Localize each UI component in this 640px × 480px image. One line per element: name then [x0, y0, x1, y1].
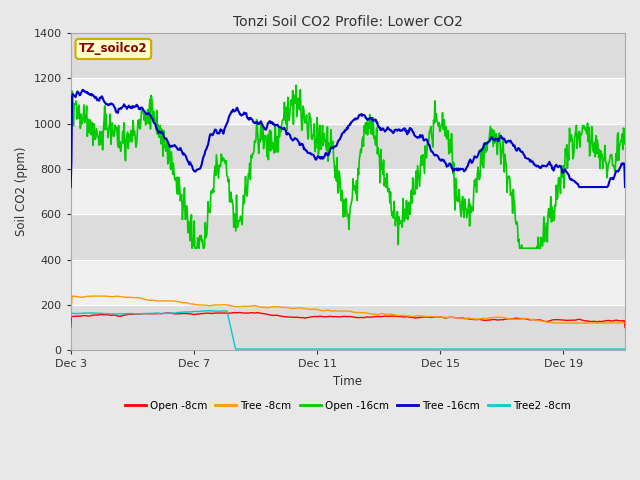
Tree -8cm	[404, 313, 412, 319]
Tree -8cm	[545, 320, 552, 325]
Open -8cm	[545, 318, 552, 324]
Tree2 -8cm	[489, 346, 497, 352]
Open -8cm	[488, 317, 495, 323]
Bar	[70, 260, 625, 305]
Line: Open -8cm: Open -8cm	[70, 312, 625, 327]
Open -8cm	[67, 324, 74, 330]
Open -8cm	[236, 310, 244, 315]
Tree2 -8cm	[101, 311, 109, 317]
Open -16cm	[404, 200, 412, 205]
Tree2 -8cm	[404, 346, 412, 352]
Tree -16cm	[67, 184, 74, 190]
Tree -8cm	[621, 320, 629, 326]
Bar	[70, 33, 625, 78]
Line: Open -16cm: Open -16cm	[70, 85, 625, 248]
Open -16cm	[545, 212, 553, 218]
Tree -8cm	[67, 315, 74, 321]
Tree2 -8cm	[621, 346, 629, 352]
Bar	[70, 123, 625, 169]
Tree2 -8cm	[545, 346, 553, 352]
Tree2 -8cm	[421, 346, 429, 352]
Tree -16cm	[102, 100, 109, 106]
Tree2 -8cm	[206, 308, 214, 313]
Open -16cm	[188, 245, 196, 251]
Tree -8cm	[550, 320, 557, 326]
Tree2 -8cm	[67, 311, 74, 316]
Tree -8cm	[488, 315, 495, 321]
X-axis label: Time: Time	[333, 375, 362, 388]
Tree -8cm	[390, 312, 397, 317]
Open -16cm	[390, 199, 398, 204]
Open -8cm	[621, 324, 629, 330]
Bar	[70, 214, 625, 260]
Tree -16cm	[420, 137, 428, 143]
Line: Tree -16cm: Tree -16cm	[70, 90, 625, 187]
Bar	[70, 305, 625, 350]
Open -16cm	[489, 135, 497, 141]
Tree -8cm	[102, 293, 109, 299]
Tree -8cm	[89, 293, 97, 299]
Tree -16cm	[488, 134, 495, 140]
Open -16cm	[421, 143, 429, 149]
Open -8cm	[420, 314, 428, 320]
Tree -16cm	[404, 128, 412, 134]
Open -16cm	[292, 82, 300, 88]
Legend: Open -8cm, Tree -8cm, Open -16cm, Tree -16cm, Tree2 -8cm: Open -8cm, Tree -8cm, Open -16cm, Tree -…	[120, 396, 575, 415]
Open -16cm	[67, 102, 74, 108]
Title: Tonzi Soil CO2 Profile: Lower CO2: Tonzi Soil CO2 Profile: Lower CO2	[233, 15, 463, 29]
Open -8cm	[404, 314, 412, 320]
Tree2 -8cm	[390, 346, 398, 352]
Tree -16cm	[621, 184, 629, 190]
Open -16cm	[621, 135, 629, 141]
Open -8cm	[101, 312, 109, 318]
Open -8cm	[390, 313, 397, 319]
Tree -8cm	[420, 313, 428, 319]
Bar	[70, 78, 625, 123]
Text: TZ_soilco2: TZ_soilco2	[79, 42, 148, 56]
Line: Tree2 -8cm: Tree2 -8cm	[70, 311, 625, 349]
Open -16cm	[101, 103, 109, 109]
Line: Tree -8cm: Tree -8cm	[70, 296, 625, 323]
Tree -16cm	[390, 130, 397, 136]
Bar	[70, 169, 625, 214]
Y-axis label: Soil CO2 (ppm): Soil CO2 (ppm)	[15, 147, 28, 236]
Tree -16cm	[545, 161, 552, 167]
Tree2 -8cm	[232, 346, 239, 352]
Tree -16cm	[79, 87, 86, 93]
